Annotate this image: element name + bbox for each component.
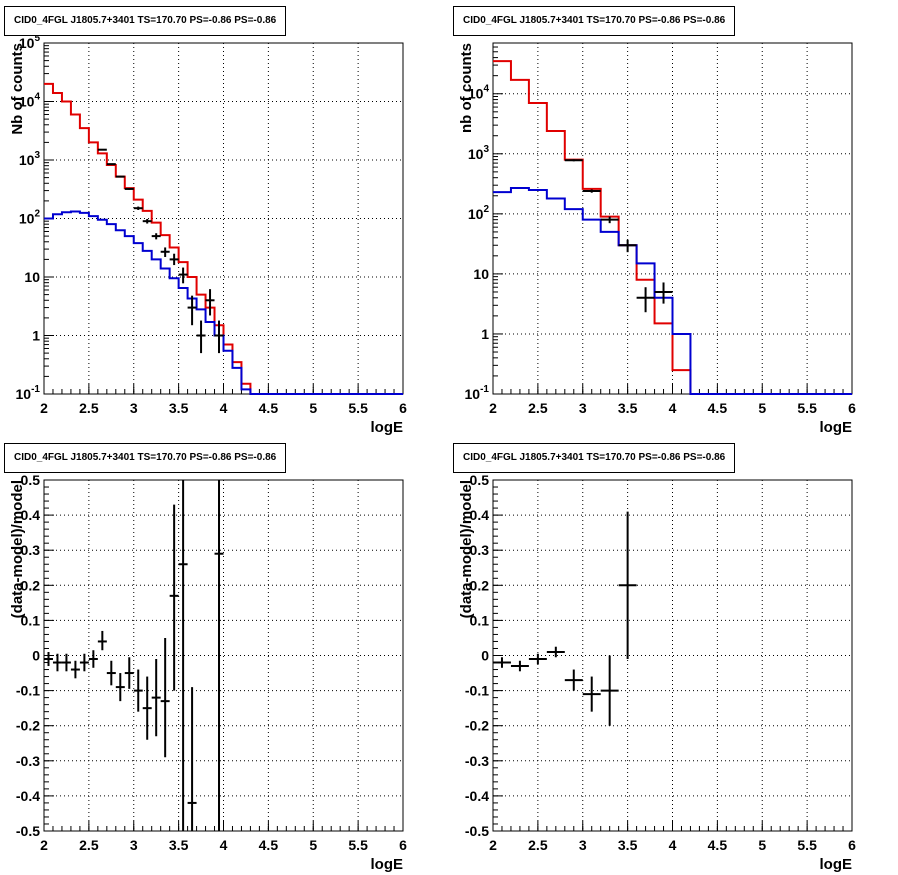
x-tick-label: 3: [579, 400, 587, 416]
x-tick-label: 2: [40, 400, 48, 416]
y-tick-label: 0.2: [21, 577, 41, 593]
x-axis-label: logE: [820, 419, 853, 436]
x-tick-label: 4.5: [708, 400, 728, 416]
y-axis-label: (data-model)/model: [458, 480, 475, 618]
x-tick-label: 6: [399, 400, 407, 416]
y-tick-label: 0: [32, 648, 40, 664]
y-tick-label: 10-1: [465, 384, 490, 402]
y-tick-label: 0.5: [470, 472, 490, 488]
x-tick-label: 2.5: [528, 400, 548, 416]
x-tick-label: 4: [669, 837, 677, 853]
x-tick-label: 5: [758, 400, 766, 416]
x-axis-label: logE: [371, 419, 404, 436]
y-tick-label: -0.5: [465, 823, 489, 839]
x-tick-label: 4.5: [259, 837, 279, 853]
x-tick-label: 5.5: [348, 837, 368, 853]
y-tick-label: -0.3: [465, 753, 489, 769]
x-tick-label: 4: [220, 837, 228, 853]
histogram-series-line: [44, 210, 403, 395]
x-tick-label: 3: [130, 837, 138, 853]
y-tick-label: -0.2: [16, 718, 40, 734]
x-axis-label: logE: [371, 856, 404, 873]
y-tick-label: 0.1: [21, 612, 41, 628]
x-tick-label: 4: [220, 400, 228, 416]
y-tick-label: 0.3: [21, 542, 41, 558]
y-tick-label: 10: [473, 266, 489, 282]
chart-panel-counts-left: 2 2.5 3 3.5 4 4.5 5 5.5 6 10-1 1 10 102 103 104 105 logE…: [0, 0, 449, 437]
x-tick-label: 5: [309, 400, 317, 416]
y-tick-label: -0.5: [16, 823, 40, 839]
x-tick-label: 5.5: [348, 400, 368, 416]
y-tick-label: 1: [32, 328, 40, 344]
chart-panel-counts-right: 2 2.5 3 3.5 4 4.5 5 5.5 6 10-1 1 10 102 103 104 logE nb …: [449, 0, 898, 437]
y-axis-label: (data-model)/model: [9, 480, 26, 618]
chart-svg: 2 2.5 3 3.5 4 4.5 5 5.5 610-1110102103104logEnb …: [458, 42, 856, 436]
x-tick-label: 5: [309, 837, 317, 853]
y-tick-label: 102: [19, 209, 41, 227]
x-axis-label: logE: [820, 856, 853, 873]
x-tick-label: 3.5: [618, 837, 638, 853]
y-tick-label: 0.3: [470, 542, 490, 558]
x-tick-label: 4: [669, 400, 677, 416]
x-tick-label: 3: [579, 837, 587, 853]
y-tick-label: -0.2: [465, 718, 489, 734]
y-tick-label: 0.2: [470, 577, 490, 593]
histogram-series-line: [493, 186, 852, 395]
chart-title: CID0_4FGL J1805.7+3401 TS=170.70 PS=-0.8…: [4, 6, 287, 36]
chart-title: CID0_4FGL J1805.7+3401 TS=170.70 PS=-0.8…: [453, 443, 736, 473]
x-tick-label: 2.5: [79, 837, 99, 853]
y-axis-label: nb of counts: [458, 43, 475, 133]
chart-title: CID0_4FGL J1805.7+3401 TS=170.70 PS=-0.8…: [453, 6, 736, 36]
y-tick-label: 0: [481, 648, 489, 664]
chart-svg: 2 2.5 3 3.5 4 4.5 5 5.5 6 -0.5 -0.4 -0.3 -0.2 -0.1 0 0.…: [9, 472, 407, 873]
x-tick-label: 6: [399, 837, 407, 853]
y-tick-label: -0.3: [16, 753, 40, 769]
chart-svg: 2 2.5 3 3.5 4 4.5 5 5.5 610-1110102103104105logE…: [9, 33, 407, 436]
y-tick-label: -0.4: [465, 788, 489, 804]
chart-panel-residuals-right: 2 2.5 3 3.5 4 4.5 5 5.5 6 -0.5 -0.4 -0.3 -0.2 -0.1 0 0.…: [449, 437, 898, 874]
y-tick-label: -0.1: [465, 683, 489, 699]
x-tick-label: 3: [130, 400, 138, 416]
y-tick-label: 10: [24, 269, 40, 285]
y-tick-label: 0.1: [470, 612, 490, 628]
y-tick-label: 0.4: [470, 507, 490, 523]
y-tick-label: 10-1: [16, 384, 41, 402]
y-tick-label: 0.4: [21, 507, 41, 523]
x-tick-label: 2.5: [79, 400, 99, 416]
x-tick-label: 6: [848, 837, 856, 853]
x-tick-label: 5: [758, 837, 766, 853]
x-tick-label: 5.5: [797, 837, 817, 853]
y-tick-label: -0.1: [16, 683, 40, 699]
x-tick-label: 4.5: [708, 837, 728, 853]
y-tick-label: 103: [19, 150, 41, 168]
chart-title: CID0_4FGL J1805.7+3401 TS=170.70 PS=-0.8…: [4, 443, 287, 473]
x-tick-label: 2: [489, 837, 497, 853]
x-tick-label: 3.5: [169, 400, 189, 416]
chart-svg: 2 2.5 3 3.5 4 4.5 5 5.5 6 -0.5 -0.4 -0.3 -0.2 -0.1 0 0.…: [458, 472, 856, 873]
y-axis-label: Nb of counts: [9, 43, 26, 135]
x-tick-label: 2: [489, 400, 497, 416]
chart-panel-residuals-left: 2 2.5 3 3.5 4 4.5 5 5.5 6 -0.5 -0.4 -0.3 -0.2 -0.1 0 0.…: [0, 437, 449, 874]
x-tick-label: 2.5: [528, 837, 548, 853]
y-tick-label: 103: [468, 144, 490, 162]
x-tick-label: 4.5: [259, 400, 279, 416]
x-tick-label: 3.5: [618, 400, 638, 416]
y-tick-label: 1: [481, 326, 489, 342]
y-tick-label: -0.4: [16, 788, 40, 804]
y-tick-label: 0.5: [21, 472, 41, 488]
x-tick-label: 3.5: [169, 837, 189, 853]
x-tick-label: 5.5: [797, 400, 817, 416]
x-tick-label: 2: [40, 837, 48, 853]
x-tick-label: 6: [848, 400, 856, 416]
y-tick-label: 102: [468, 204, 490, 222]
